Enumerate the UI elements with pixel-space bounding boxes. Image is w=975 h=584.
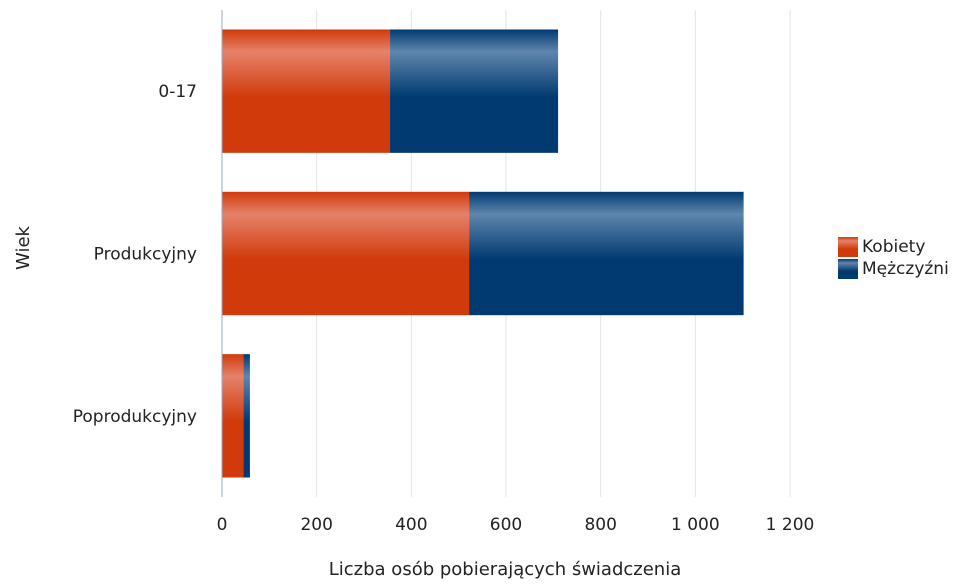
x-tick-label: 200 xyxy=(300,515,332,535)
y-axis-title: Wiek xyxy=(13,225,34,269)
y-tick-labels: 0-17 Produkcyjny Poprodukcyjny xyxy=(73,82,197,427)
x-tick-label: 1 200 xyxy=(766,515,815,535)
legend-swatch-kobiety xyxy=(838,237,858,257)
bar-mezczyzni-1 xyxy=(469,191,744,316)
y-tick-label: Poprodukcyjny xyxy=(73,407,197,427)
x-tick-label: 400 xyxy=(395,515,427,535)
legend-label-mezczyzni: Mężczyźni xyxy=(862,259,949,279)
x-axis-title: Liczba osób pobierających świadczenia xyxy=(329,559,682,580)
bar-mezczyzni-0 xyxy=(390,29,559,153)
x-tick-label: 800 xyxy=(584,515,616,535)
legend-label-kobiety: Kobiety xyxy=(862,237,926,257)
bar-mezczyzni-2 xyxy=(243,354,250,478)
x-tick-label: 600 xyxy=(490,515,522,535)
bars xyxy=(222,29,744,478)
legend-item-mezczyzni: Mężczyźni xyxy=(838,258,949,280)
y-tick-label: Produkcyjny xyxy=(94,245,197,265)
x-tick-label: 0 xyxy=(217,515,228,535)
bar-kobiety-2 xyxy=(222,354,244,478)
legend-swatch-mezczyzni xyxy=(838,259,858,279)
bar-kobiety-1 xyxy=(222,191,470,316)
y-tick-label: 0-17 xyxy=(158,82,197,102)
x-tick-label: 1 000 xyxy=(671,515,720,535)
x-tick-labels: 0 200 400 600 800 1 000 1 200 xyxy=(217,515,815,535)
legend-item-kobiety: Kobiety xyxy=(838,236,949,258)
bar-kobiety-0 xyxy=(222,29,391,153)
legend: Kobiety Mężczyźni xyxy=(838,236,949,280)
